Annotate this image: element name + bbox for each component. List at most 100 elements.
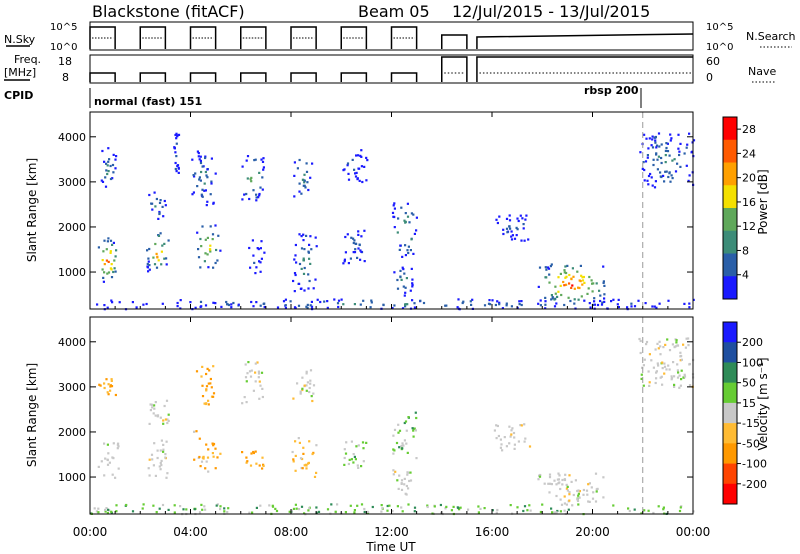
echo-cell-6: [199, 159, 202, 162]
echo-cell-16: [556, 509, 559, 513]
echo-cell-12: [366, 159, 369, 162]
echo-cell-2: [152, 256, 155, 259]
echo-cell-15: [522, 227, 525, 230]
echo-cell-13: [517, 440, 520, 443]
echo-cell-1: [111, 163, 115, 167]
echo-cell-6: [191, 193, 194, 196]
echo-cell-15: [638, 337, 641, 341]
echo-cell-16: [204, 508, 207, 511]
velocity-plot-area: [90, 317, 695, 516]
echo-cell-7: [255, 462, 258, 465]
echo-cell-14: [591, 497, 595, 500]
echo-cell-2: [157, 259, 160, 262]
echo-cell-0: [105, 248, 108, 251]
echo-cell-18: [284, 307, 287, 310]
echo-cell-7: [261, 176, 264, 179]
echo-cell-10: [343, 463, 346, 466]
echo-cell-18: [337, 299, 341, 302]
echo-cell-18: [692, 298, 695, 301]
echo-cell-10: [307, 287, 310, 290]
echo-cell-18: [337, 305, 340, 309]
echo-cell-14: [566, 489, 569, 492]
echo-cell-16: [155, 511, 158, 514]
echo-cell-6: [199, 155, 202, 158]
echo-cell-18: [276, 306, 280, 309]
echo-cell-9: [312, 392, 315, 395]
echo-cell-16: [572, 275, 575, 278]
echo-cell-3: [166, 421, 169, 425]
echo-cell-12: [400, 479, 404, 482]
echo-cell-1: [110, 378, 113, 381]
nsearch-tick-high: 10^5: [706, 22, 733, 33]
echo-cell-18: [496, 300, 499, 303]
echo-cell-4: [177, 171, 180, 174]
echo-cell-12: [409, 471, 412, 474]
echo-cell-15: [657, 347, 660, 350]
echo-cell-16: [223, 507, 226, 510]
echo-cell-13: [523, 440, 526, 443]
echo-cell-16: [560, 293, 563, 297]
echo-cell-16: [450, 509, 453, 512]
echo-cell-17: [653, 136, 656, 139]
echo-cell-18: [96, 303, 99, 306]
echo-cell-11: [397, 431, 400, 434]
echo-cell-12: [342, 169, 345, 172]
echo-cell-17: [655, 144, 659, 147]
echo-cell-1: [98, 383, 101, 386]
echo-cell-16: [557, 276, 560, 279]
echo-cell-16: [198, 511, 202, 514]
echo-cell-15: [509, 227, 512, 230]
echo-cell-7: [262, 157, 265, 160]
echo-cell-2: [156, 456, 159, 460]
echo-cell-16: [603, 284, 606, 287]
freq-block-2: [189, 72, 217, 82]
echo-cell-17: [647, 174, 651, 178]
echo-cell-6: [212, 201, 215, 204]
echo-cell-5: [212, 395, 215, 398]
echo-cell-16: [344, 511, 347, 514]
echo-cell-18: [637, 299, 640, 302]
nsky-label: N.Sky: [4, 33, 36, 46]
echo-cell-15: [645, 343, 648, 346]
colorbar-tick-label-200: 200: [742, 336, 763, 349]
echo-cell-18: [411, 299, 414, 302]
echo-cell-13: [406, 202, 409, 205]
echo-cell-7: [257, 196, 260, 199]
echo-cell-15: [667, 364, 670, 367]
colorbar-segment-6: [723, 253, 737, 277]
colorbar-tick-label-24: 24: [742, 147, 756, 160]
echo-cell-6: [194, 172, 197, 175]
echo-cell-18: [230, 303, 233, 306]
echo-cell-18: [220, 305, 223, 308]
echo-cell-18: [110, 299, 113, 302]
echo-cell-17: [666, 142, 669, 145]
echo-cell-0: [97, 465, 100, 468]
echo-cell-16: [275, 509, 279, 513]
echo-cell-5: [205, 389, 208, 392]
echo-cell-17: [651, 184, 654, 187]
echo-cell-18: [644, 302, 647, 305]
echo-cell-14: [582, 493, 585, 496]
echo-cell-16: [612, 504, 615, 507]
echo-cell-18: [683, 302, 686, 305]
echo-cell-6: [252, 389, 255, 392]
echo-cell-18: [404, 303, 407, 306]
echo-cell-16: [300, 505, 304, 508]
echo-cell-18: [553, 305, 557, 308]
echo-cell-15: [515, 234, 518, 237]
echo-cell-10: [293, 258, 296, 261]
echo-cell-9: [299, 390, 302, 393]
colorbar-tick-label--15: -15: [742, 417, 760, 430]
echo-cell-16: [550, 298, 553, 301]
echo-cell-3: [153, 191, 156, 194]
echo-cell-17: [641, 167, 644, 170]
echo-cell-0: [107, 260, 110, 263]
echo-cell-4: [212, 444, 215, 447]
echo-cell-16: [603, 293, 606, 296]
echo-cell-16: [167, 508, 170, 511]
echo-cell-9: [309, 176, 312, 179]
echo-cell-0: [117, 467, 120, 470]
echo-cell-15: [508, 214, 511, 217]
echo-cell-14: [576, 499, 580, 502]
echo-cell-16: [413, 510, 416, 513]
